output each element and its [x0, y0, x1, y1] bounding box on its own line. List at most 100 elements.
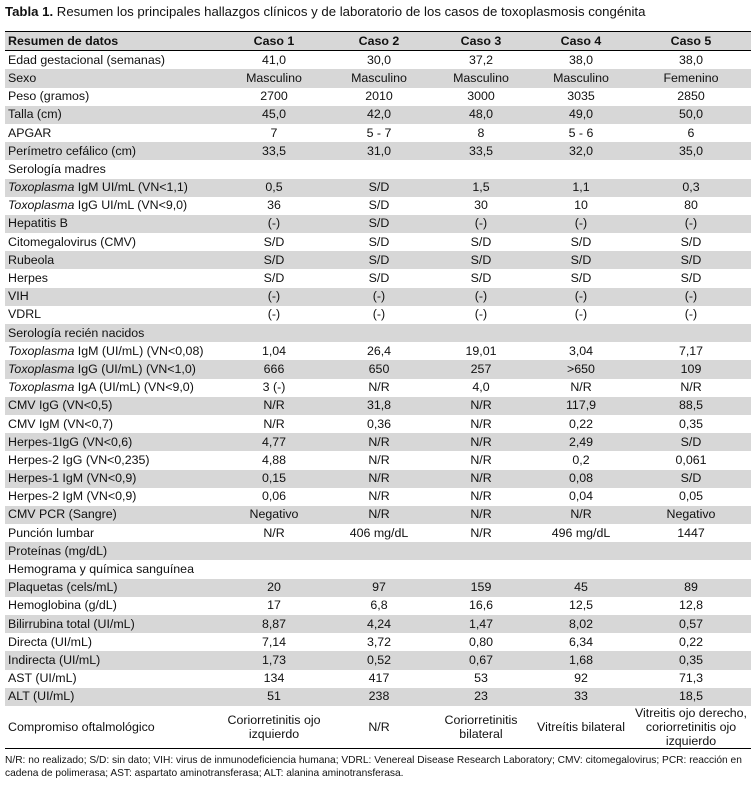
- cell-value: S/D: [631, 251, 751, 270]
- row-label: Hemograma y química sanguínea: [5, 560, 221, 578]
- table-row: Edad gestacional (semanas) 41,0 30,0 37,2 38…: [5, 51, 751, 70]
- cell-value: 50,0: [631, 105, 751, 124]
- cell-value: 238: [327, 687, 431, 706]
- table-row: VIH (-) (-) (-) (-) (-): [5, 287, 751, 306]
- cell-value: Masculino: [431, 69, 531, 88]
- row-label: Sexo: [5, 69, 221, 88]
- cell-value: 31,8: [327, 396, 431, 415]
- cell-value: 33,5: [221, 142, 327, 161]
- row-label: Herpes-1 IgM (VN<0,9): [5, 469, 221, 488]
- cell-value: 97: [327, 578, 431, 597]
- cell-value: (-): [531, 214, 631, 234]
- cell-value: N/R: [470, 452, 492, 467]
- cell-value: 6,8: [370, 598, 388, 613]
- cell-value: N/R: [431, 433, 531, 452]
- table-row: Hepatitis B (-) S/D (-) (-) (-): [5, 214, 751, 234]
- row-label: Serología recién nacidos: [5, 324, 221, 343]
- row-label: AST (UI/mL): [5, 670, 221, 688]
- cell-value: [327, 160, 431, 178]
- table-row: Herpes-2 IgM (VN<0,9) 0,06 N/R N/R 0,04 0,05: [5, 488, 751, 506]
- row-label-italic: Toxoplasma: [8, 361, 75, 376]
- cell-value: 0,061: [675, 452, 707, 467]
- cell-value: S/D: [327, 178, 431, 197]
- row-label-text: IgG (UI/mL) (VN<1,0): [74, 361, 196, 376]
- cell-value: Negativo: [631, 505, 751, 525]
- cell-value: S/D: [570, 234, 592, 249]
- caption-text: Resumen los principales hallazgos clínic…: [53, 4, 646, 19]
- cell-value: [631, 160, 751, 178]
- cell-value: [221, 160, 327, 178]
- table-row: Indirecta (UI/mL) 1,73 0,52 0,67 1,68 0,35: [5, 651, 751, 670]
- row-label: Herpes-2 IgM (VN<0,9): [5, 488, 221, 506]
- cell-value: 3,72: [366, 634, 392, 649]
- row-label: ALT (UI/mL): [5, 687, 221, 706]
- row-label-text: Bilirrubina total (UI/mL): [8, 616, 135, 631]
- cell-value: S/D: [631, 433, 751, 452]
- cell-value: (-): [574, 307, 588, 322]
- cell-value: Negativo: [221, 505, 327, 525]
- cell-value: [431, 560, 531, 578]
- cell-value: 26,4: [366, 343, 392, 358]
- table-row: Serología madres: [5, 160, 751, 178]
- row-label: Perímetro cefálico (cm): [5, 142, 221, 161]
- cell-value: [531, 560, 631, 578]
- column-header: Caso 1: [221, 30, 327, 52]
- table-row: VDRL (-) (-) (-) (-) (-): [5, 306, 751, 324]
- row-label: Peso (gramos): [5, 88, 221, 106]
- cell-value: [221, 324, 327, 343]
- cell-value: 3 (-): [262, 380, 286, 395]
- cell-value: (-): [327, 287, 431, 306]
- row-label: Punción lumbar: [5, 524, 221, 542]
- cell-value: 53: [474, 671, 488, 686]
- cell-value: Vitreitis ojo derecho, coriorretinitis o…: [631, 705, 751, 749]
- cell-value: 3000: [467, 89, 495, 104]
- cell-value: S/D: [221, 251, 327, 270]
- cell-value: N/R: [570, 380, 592, 395]
- row-label: Toxoplasma IgG UI/mL (VN<9,0): [5, 197, 221, 215]
- header-row: Resumen de datos Caso 1 Caso 2 Caso 3 Caso 4…: [5, 30, 751, 52]
- cell-value: 0,08: [531, 469, 631, 488]
- cell-value: 0,36: [366, 416, 392, 431]
- cell-value: 2,49: [531, 433, 631, 452]
- cell-value: N/R: [327, 469, 431, 488]
- row-label: Herpes: [5, 269, 221, 287]
- cell-value: (-): [531, 287, 631, 306]
- cell-value: (-): [267, 307, 281, 322]
- row-label: VDRL: [5, 306, 221, 324]
- row-label-text: APGAR: [8, 125, 52, 140]
- row-label-text: Perímetro cefálico (cm): [8, 143, 137, 158]
- cell-value: 5 - 7: [366, 125, 392, 140]
- table-row: Toxoplasma IgA (UI/mL) (VN<9,0) 3 (-) N/R 4…: [5, 379, 751, 397]
- cell-value: 0,35: [631, 651, 751, 670]
- cell-value: 2700: [260, 89, 288, 104]
- cell-value: [431, 324, 531, 343]
- row-label: Herpes-1IgG (VN<0,6): [5, 433, 221, 452]
- cell-value: S/D: [263, 271, 285, 286]
- cell-value: S/D: [327, 251, 431, 270]
- cell-value: 12,8: [678, 598, 704, 613]
- cell-value: N/R: [368, 489, 390, 504]
- column-header: Caso 3: [431, 30, 531, 52]
- cell-value: 650: [327, 360, 431, 379]
- row-label: CMV IgM (VN<0,7): [5, 415, 221, 433]
- cell-value: N/R: [368, 452, 390, 467]
- cell-value: N/R: [531, 505, 631, 525]
- row-label: Proteínas (mg/dL): [5, 542, 221, 561]
- cell-value: [221, 560, 327, 578]
- cell-value: 38,0: [678, 52, 704, 67]
- row-label-italic: Toxoplasma: [8, 380, 75, 395]
- cell-value: 3035: [567, 89, 595, 104]
- cell-value: 1447: [677, 525, 705, 540]
- row-label-text: VDRL: [8, 307, 42, 322]
- row-label-text: CMV IgG (VN<0,5): [8, 398, 113, 413]
- cell-value: [327, 542, 431, 561]
- table-row: Toxoplasma IgG (UI/mL) (VN<1,0) 666 650 257…: [5, 360, 751, 379]
- cell-value: S/D: [431, 251, 531, 270]
- row-label-text: Herpes-1 IgM (VN<0,9): [8, 471, 137, 486]
- cell-value: 4,88: [261, 452, 287, 467]
- caption-label: Tabla 1.: [5, 4, 54, 19]
- row-label: CMV PCR (Sangre): [5, 505, 221, 525]
- table-caption: Tabla 1. Resumen los principales hallazg…: [5, 3, 750, 21]
- cell-value: 8: [477, 125, 485, 140]
- cell-value: 36: [267, 198, 281, 213]
